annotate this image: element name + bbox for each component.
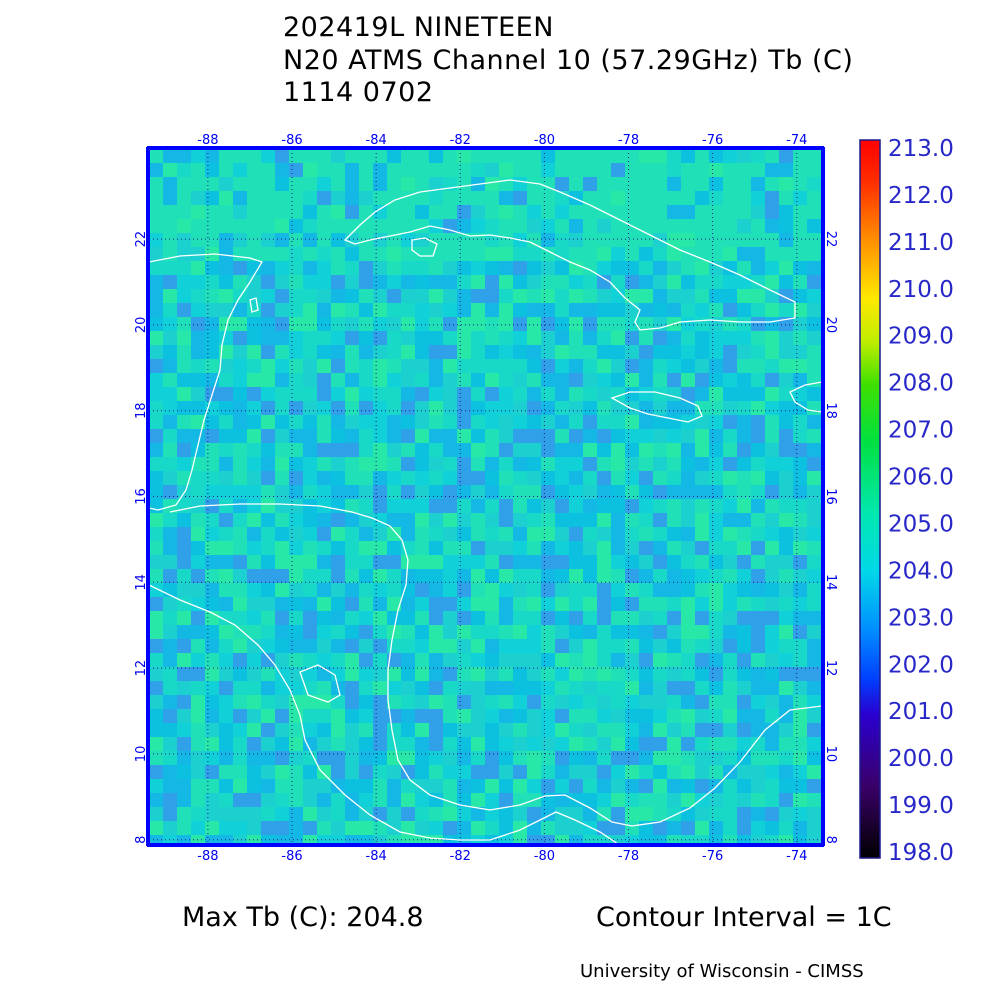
lon-tick-label-top: -76 [702,133,723,148]
tb-pixel-field [149,149,822,844]
colorbar-tick-label: 200.0 [888,746,954,772]
colorbar-tick-label: 208.0 [888,371,954,397]
lon-tick-label-top: -86 [281,133,302,148]
lon-tick-label-bottom: -76 [702,849,723,864]
colorbar-tick-label: 203.0 [888,605,954,631]
lat-tick-label-right: 8 [823,836,838,844]
colorbar-tick-label: 201.0 [888,699,954,725]
bottom-frame-bar [147,843,824,847]
axis-tick-labels: -88 -88 -86 -86 -84 -84 -82 -82 -80 -80 -78 -78 -76 -… [134,133,838,864]
colorbar-tick-label: 199.0 [888,793,954,819]
left-frame-bar [146,147,150,846]
lon-tick-label-bottom: -78 [618,849,639,864]
lat-tick-label-left: 14 [134,574,149,591]
lon-tick-label-bottom: -74 [786,849,807,864]
lon-tick-label-top: -78 [618,133,639,148]
storm-id-title: 202419L NINETEEN [283,12,554,43]
colorbar-tick-label: 204.0 [888,558,954,584]
lon-tick-label-top: -74 [786,133,807,148]
isla-de-la-juventud-coastline [411,237,438,257]
coastline-outlines [149,179,822,844]
colorbar-tick-label: 206.0 [888,465,954,491]
lat-tick-label-right: 20 [823,317,838,334]
lat-tick-label-right: 10 [823,746,838,763]
lon-tick-label-bottom: -88 [197,849,218,864]
colorbar-tick-label: 210.0 [888,277,954,303]
product-title: N20 ATMS Channel 10 (57.29GHz) Tb (C) [283,45,854,76]
contour-interval-label: Contour Interval = 1C [596,902,892,933]
pacific-coastline [149,584,619,844]
colorbar-tick-label: 207.0 [888,418,954,444]
colorbar-tick-label: 205.0 [888,511,954,537]
colorbar-tick-label: 211.0 [888,230,954,256]
lat-tick-label-right: 18 [823,402,838,419]
lon-tick-label-bottom: -82 [450,849,471,864]
colorbar-tick-label: 212.0 [888,183,954,209]
lat-tick-label-left: 22 [134,231,149,248]
lat-tick-label-left: 16 [134,488,149,505]
colorbar-labels: 213.0 212.0 211.0 210.0 209.0 208.0 207.0 206.0… [888,136,954,866]
lon-tick-label-top: -82 [450,133,471,148]
lat-tick-label-right: 14 [823,574,838,591]
top-frame-bar [147,146,824,150]
lat-tick-label-left: 10 [134,746,149,763]
lon-tick-label-top: -80 [534,133,555,148]
cuba-coastline [343,179,796,331]
max-tb-label: Max Tb (C): 204.8 [182,902,424,933]
lon-tick-label-top: -88 [197,133,218,148]
lat-tick-label-right: 22 [823,231,838,248]
lat-tick-label-right: 16 [823,488,838,505]
lon-tick-label-bottom: -84 [366,849,387,864]
lat-tick-label-left: 20 [134,317,149,334]
lat-tick-label-right: 12 [823,660,838,677]
datetime-title: 1114 0702 [283,77,434,108]
lat-tick-label-left: 8 [134,836,149,844]
credit-label: University of Wisconsin - CIMSS [580,961,864,982]
lat-tick-label-left: 12 [134,660,149,677]
colorbar-tick-label: 213.0 [888,136,954,162]
honduras-nicaragua-coastline [169,503,822,827]
colorbar-tick-label: 198.0 [888,840,954,866]
yucatan-coastline [149,253,263,511]
hispaniola-coastline [789,381,822,413]
right-frame-bar [821,147,825,846]
lat-tick-label-left: 18 [134,402,149,419]
cozumel-coastline [249,297,259,313]
colorbar-tick-label: 202.0 [888,652,954,678]
lon-tick-label-bottom: -80 [534,849,555,864]
jamaica-coastline [610,391,703,423]
map-frame-bars [146,146,825,847]
lake-nicaragua-coastline [299,664,341,703]
lon-tick-label-top: -84 [366,133,387,148]
colorbar-gradient [859,139,881,859]
colorbar-tick-label: 209.0 [888,324,954,350]
lon-tick-label-bottom: -86 [281,849,302,864]
